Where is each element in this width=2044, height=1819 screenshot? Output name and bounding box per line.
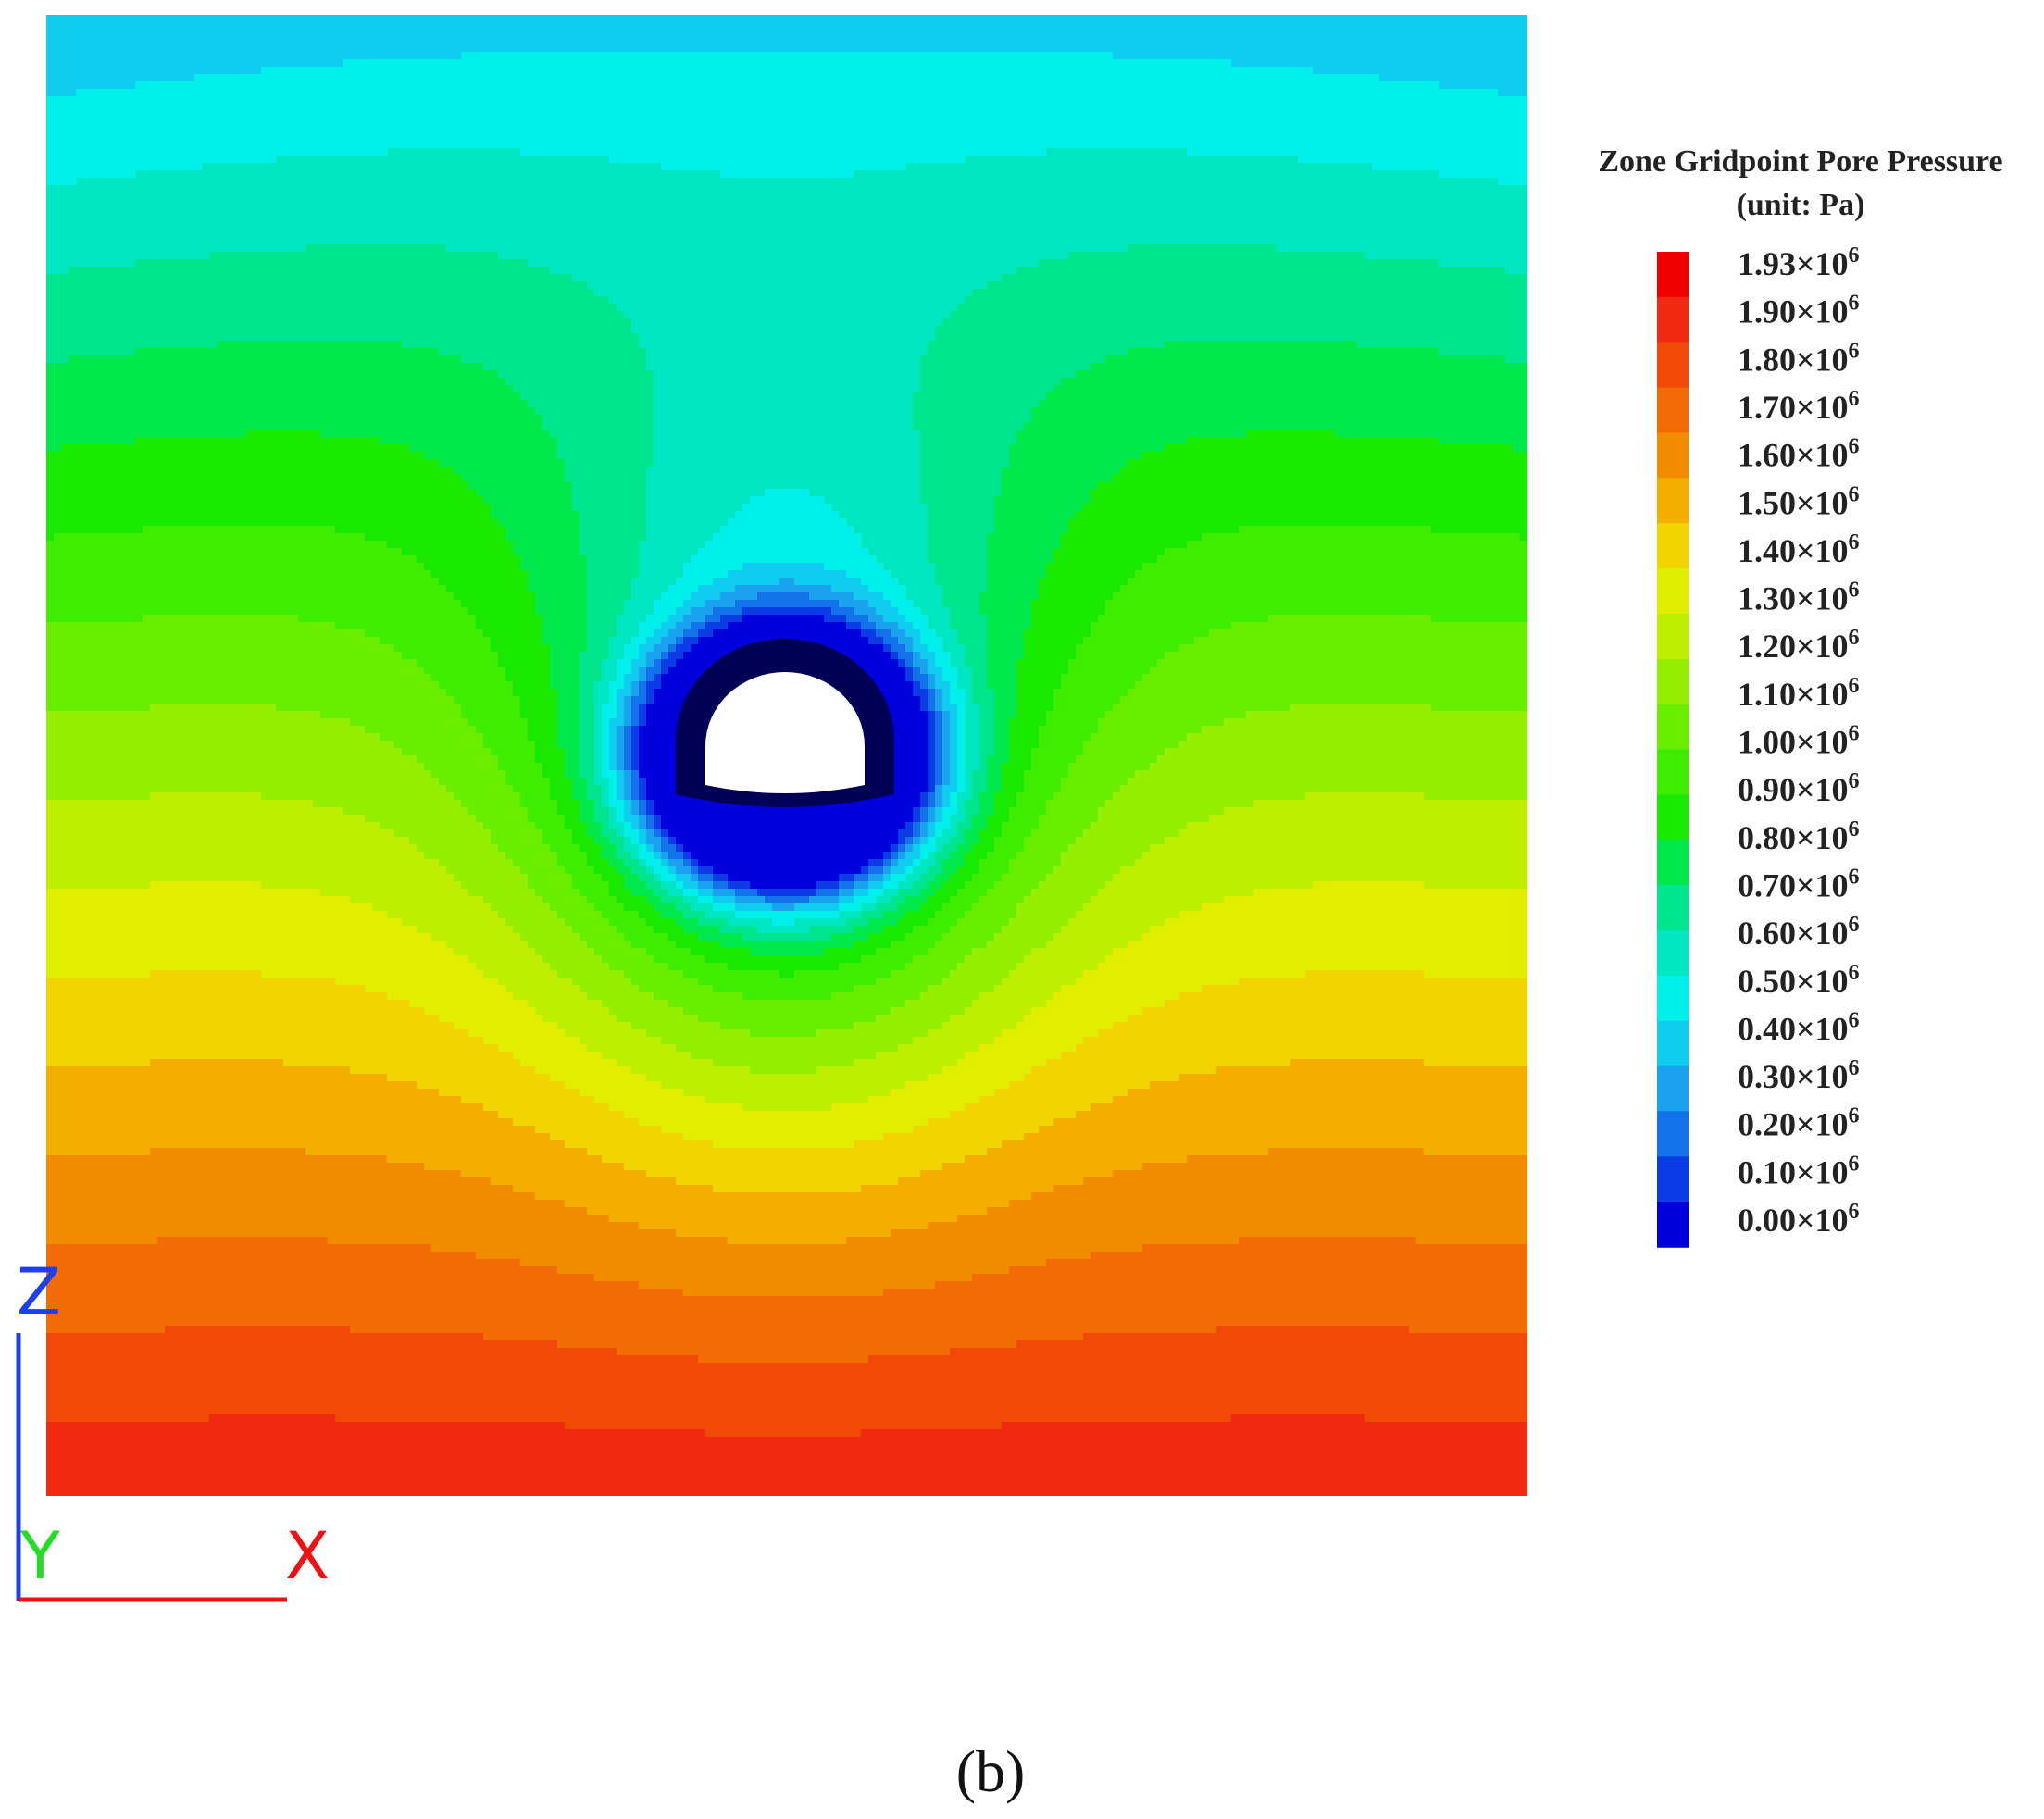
colorbar-band [1657,478,1689,524]
colorbar-band [1657,929,1689,977]
colorbar-tick-label: 0.70×106 [1738,865,1860,903]
colorbar-tick-label: 0.90×106 [1738,769,1860,808]
colorbar [1657,252,1689,1248]
colorbar-band [1657,1202,1689,1248]
colorbar-tick-label: 1.40×106 [1738,530,1860,569]
colorbar-tick-label: 1.90×106 [1738,292,1860,330]
colorbar-band [1657,885,1689,931]
z-axis-label: Z [17,1254,61,1330]
colorbar-tick-label: 1.70×106 [1738,387,1860,426]
colorbar-band [1657,252,1689,298]
colorbar-band [1657,1065,1689,1113]
colorbar-tick-label: 1.50×106 [1738,482,1860,521]
colorbar-tick-label: 1.60×106 [1738,435,1860,474]
figure-caption: (b) [956,1738,1026,1804]
colorbar-tick-label: 0.50×106 [1738,961,1860,1000]
colorbar-tick-label: 1.80×106 [1738,339,1860,378]
colorbar-tick-label: 0.00×106 [1738,1200,1860,1239]
colorbar-tick-label: 1.20×106 [1738,626,1860,665]
colorbar-band [1657,1111,1689,1158]
colorbar-band [1657,523,1689,569]
colorbar-band [1657,975,1689,1022]
colorbar-band [1657,658,1689,705]
colorbar-band [1657,568,1689,615]
colorbar-ticks: 1.93×106 1.90×106 1.80×106 1.70×106 1.60×106… [1738,243,1860,1239]
colorbar-tick-label: 1.00×106 [1738,722,1860,761]
colorbar-tick-label: 1.30×106 [1738,579,1860,617]
axis-triad: Z Y X [16,1254,330,1602]
colorbar-band [1657,613,1689,660]
colorbar-band [1657,1156,1689,1202]
colorbar-band [1657,342,1689,389]
x-axis-label: X [285,1518,330,1594]
colorbar-band [1657,840,1689,886]
colorbar-band [1657,1020,1689,1067]
y-axis-label: Y [19,1518,60,1594]
colorbar-tick-label: 0.60×106 [1738,913,1860,952]
colorbar-tick-label: 0.40×106 [1738,1008,1860,1047]
colorbar-tick-label: 1.93×106 [1738,243,1860,282]
colorbar-tick-label: 0.80×106 [1738,817,1860,856]
colorbar-band [1657,749,1689,796]
contour-plot [46,15,1527,1496]
colorbar-band [1657,794,1689,841]
colorbar-tick-label: 1.10×106 [1738,674,1860,713]
colorbar-tick-label: 0.10×106 [1738,1152,1860,1190]
colorbar-tick-label: 0.20×106 [1738,1104,1860,1143]
colorbar-band [1657,704,1689,751]
colorbar-band [1657,387,1689,434]
tunnel-opening [705,672,865,793]
legend-title: Zone Gridpoint Pore Pressure [1598,144,2002,179]
colorbar-band [1657,296,1689,343]
legend-subtitle: (unit: Pa) [1737,188,1865,222]
colorbar-band [1657,432,1689,480]
colorbar-tick-label: 0.30×106 [1738,1056,1860,1095]
